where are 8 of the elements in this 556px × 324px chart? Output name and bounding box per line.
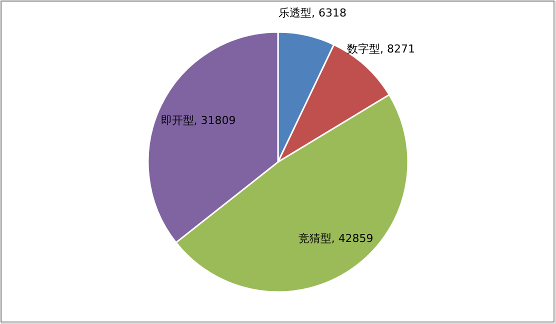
slice-label: 数字型 [347,42,380,56]
data-label: , 8271 [380,42,416,56]
data-label: , 42859 [331,232,374,245]
slice-label: 竞猜型 [298,232,332,245]
slice-label: 乐透型 [278,6,312,20]
data-label: , 6318 [312,6,347,20]
data-label: , 31809 [194,114,236,128]
slice-label: 即开型 [160,114,194,128]
